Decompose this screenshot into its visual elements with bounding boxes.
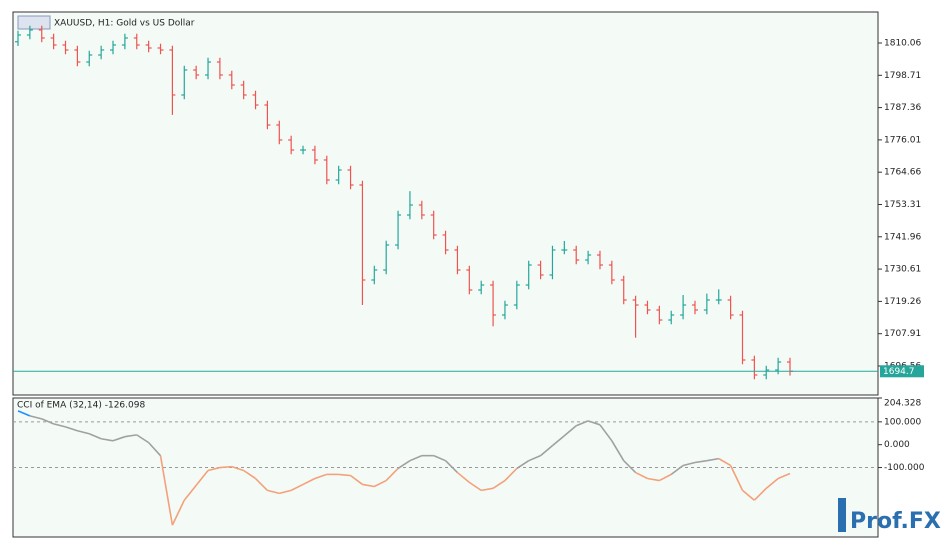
cci-segment bbox=[65, 426, 78, 432]
cci-segment bbox=[658, 473, 672, 482]
cci-segment bbox=[516, 460, 530, 470]
cci-segment bbox=[385, 467, 399, 482]
cci-segment bbox=[575, 420, 589, 427]
cci-segment bbox=[540, 444, 553, 457]
cci-segment bbox=[124, 434, 137, 438]
last-price-box bbox=[880, 365, 924, 378]
cci-segment bbox=[112, 435, 126, 442]
cci-segment bbox=[504, 467, 518, 482]
cci-segment bbox=[587, 420, 601, 426]
cci-segment bbox=[183, 484, 197, 501]
y-tick-label: 1810.06 bbox=[884, 38, 921, 48]
cci-segment bbox=[231, 465, 244, 472]
cci-segment bbox=[492, 479, 506, 490]
cci-segment bbox=[729, 465, 744, 491]
cci-segment bbox=[753, 487, 767, 501]
watermark: Prof.FX bbox=[850, 509, 941, 534]
y-tick-label: 1798.71 bbox=[884, 71, 921, 81]
cci-segment bbox=[314, 473, 328, 480]
cci-segment bbox=[563, 425, 577, 437]
y-tick-label: 1753.31 bbox=[884, 200, 921, 210]
y-tick-label: 204.328 bbox=[884, 399, 921, 409]
y-tick-label: 100.000 bbox=[884, 417, 921, 427]
y-tick-label: 1719.26 bbox=[884, 297, 921, 307]
last-price-label: 1694.7 bbox=[883, 367, 915, 377]
logo-mark bbox=[838, 498, 846, 532]
cci-segment bbox=[29, 415, 42, 420]
cci-segment bbox=[599, 424, 613, 442]
cci-segment bbox=[481, 487, 494, 492]
cci-segment bbox=[53, 423, 66, 428]
indicator-title: CCI of EMA (32,14) -126.098 bbox=[17, 401, 145, 411]
cci-segment bbox=[171, 499, 185, 526]
cci-segment bbox=[765, 477, 779, 489]
cci-segment bbox=[694, 459, 707, 464]
cci-segment bbox=[647, 477, 660, 482]
cci-segment bbox=[362, 483, 375, 488]
y-tick-label: 1764.66 bbox=[884, 168, 921, 178]
cci-segment bbox=[207, 466, 221, 472]
cci-segment bbox=[635, 471, 648, 480]
chart-title: XAUUSD, H1: Gold vs US Dollar bbox=[54, 19, 195, 29]
cci-segment bbox=[397, 460, 411, 470]
cci-segment bbox=[528, 454, 541, 462]
cci-segment bbox=[741, 489, 755, 501]
cci-segment bbox=[611, 440, 625, 462]
cci-segment bbox=[254, 477, 268, 491]
cci-segment bbox=[88, 432, 102, 440]
y-tick-label: 1776.01 bbox=[884, 135, 921, 145]
cci-segment bbox=[350, 474, 363, 486]
cci-segment bbox=[623, 460, 637, 474]
cci-segment bbox=[279, 489, 292, 495]
cci-segment bbox=[409, 454, 423, 462]
y-tick-label: 1707.91 bbox=[884, 329, 921, 339]
cci-segment bbox=[433, 454, 446, 462]
cci-segment bbox=[290, 483, 304, 492]
cci-segment bbox=[267, 489, 280, 495]
cci-segment bbox=[219, 465, 232, 469]
symbol-icons bbox=[17, 15, 51, 30]
y-tick-label: 0.000 bbox=[884, 440, 910, 450]
y-tick-label: -100.000 bbox=[884, 463, 925, 473]
cci-segment bbox=[445, 460, 459, 474]
cci-segment bbox=[77, 429, 90, 435]
cci-segment bbox=[777, 472, 791, 480]
cci-segment bbox=[670, 464, 684, 476]
y-tick-label: 1787.36 bbox=[884, 103, 921, 113]
cci-segment bbox=[243, 469, 256, 480]
price-panel bbox=[12, 11, 879, 396]
cci-segment bbox=[373, 479, 387, 488]
cci-segment bbox=[136, 434, 150, 444]
cci-segment bbox=[468, 481, 482, 492]
cci-segment bbox=[551, 435, 565, 447]
cci-segment bbox=[338, 473, 351, 477]
cci-segment bbox=[302, 477, 316, 486]
y-tick-label: 1741.96 bbox=[884, 232, 921, 242]
cci-segment bbox=[159, 455, 174, 526]
cci-segment bbox=[706, 457, 719, 462]
cci-segment bbox=[195, 470, 209, 486]
cci-segment bbox=[101, 437, 114, 442]
cci-segment bbox=[456, 471, 470, 484]
cci-segment bbox=[17, 410, 31, 417]
y-tick-label: 1730.61 bbox=[884, 265, 921, 275]
cci-segment bbox=[41, 418, 54, 425]
cci-segment bbox=[148, 442, 162, 457]
cci-segment bbox=[718, 457, 732, 467]
cci-segment bbox=[682, 461, 696, 467]
